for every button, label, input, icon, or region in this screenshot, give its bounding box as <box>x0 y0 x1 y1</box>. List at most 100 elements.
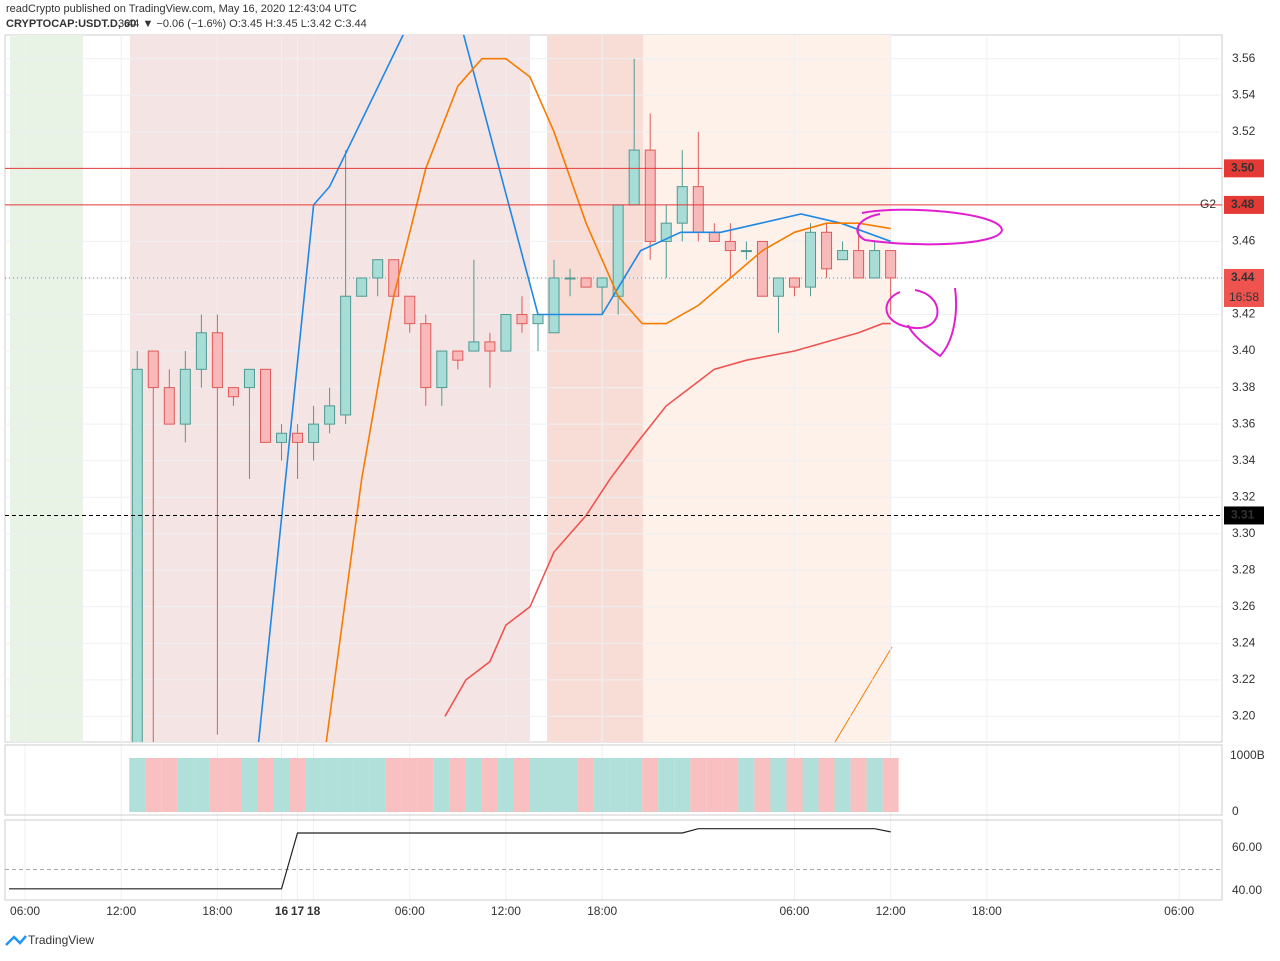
candle-body <box>388 259 400 297</box>
volume-strip <box>257 758 274 812</box>
y-tick-label: 3.28 <box>1232 562 1256 576</box>
volume-axis-label: 0 <box>1232 804 1239 818</box>
volume-strip <box>658 758 675 812</box>
candle-body <box>805 231 817 288</box>
candle-body <box>195 332 207 370</box>
x-tick-label: 17 <box>291 904 305 918</box>
price-tag-label: 3.50 <box>1231 161 1255 175</box>
volume-strip <box>850 758 867 812</box>
countdown: 16:58 <box>1229 290 1259 304</box>
volume-strip <box>417 758 434 812</box>
volume-strip <box>401 758 418 812</box>
volume-strip <box>449 758 466 812</box>
x-tick-label: 12:00 <box>491 904 521 918</box>
x-tick-label: 18:00 <box>202 904 232 918</box>
candle-body <box>147 350 159 389</box>
volume-strip <box>321 758 338 812</box>
y-tick-label: 3.52 <box>1232 124 1256 138</box>
volume-strip <box>578 758 595 812</box>
price-line-name: G2 <box>1200 197 1216 211</box>
indicator-pane <box>4 819 1223 901</box>
y-tick-label: 3.46 <box>1232 234 1256 248</box>
volume-strip <box>786 758 803 812</box>
y-tick-label: 3.20 <box>1232 709 1256 723</box>
volume-strip <box>513 758 530 812</box>
volume-strip <box>674 758 691 812</box>
volume-strip <box>353 758 370 812</box>
volume-strip <box>337 758 354 812</box>
candle-body <box>692 186 704 233</box>
candle-body <box>532 314 544 325</box>
volume-strip <box>610 758 627 812</box>
y-tick-label: 3.54 <box>1232 87 1256 101</box>
candle-body <box>516 314 528 325</box>
indicator-tick-label: 60.00 <box>1232 840 1262 854</box>
volume-strip <box>465 758 482 812</box>
symbol: CRYPTOCAP:USDT.D, 60 <box>6 18 136 30</box>
publisher: readCrypto published on TradingView.com,… <box>6 3 357 15</box>
volume-strip <box>562 758 579 812</box>
x-tick-label: 06:00 <box>395 904 425 918</box>
candle-body <box>211 332 223 389</box>
volume-strip <box>882 758 899 812</box>
volume-strip <box>369 758 386 812</box>
indicator-line <box>257 35 891 742</box>
candle-body <box>580 277 592 288</box>
y-tick-label: 3.36 <box>1232 416 1256 430</box>
volume-strip <box>866 758 883 812</box>
volume-strip <box>161 758 178 812</box>
price-tag-label: 3.31 <box>1231 508 1255 522</box>
y-tick-label: 3.26 <box>1232 599 1256 613</box>
price-tag-label: 3.48 <box>1231 197 1255 211</box>
trend-stub <box>834 646 893 743</box>
volume-strip <box>497 758 514 812</box>
y-tick-label: 3.56 <box>1232 51 1256 65</box>
y-tick-label: 3.32 <box>1232 489 1256 503</box>
x-tick-label: 12:00 <box>106 904 136 918</box>
y-tick-label: 3.30 <box>1232 526 1256 540</box>
volume-strip <box>145 758 162 812</box>
candle-body <box>500 314 512 352</box>
volume-strip <box>241 758 258 812</box>
price-tag-label: 3.44 <box>1231 270 1255 284</box>
candle-body <box>869 250 881 279</box>
candle-body <box>452 350 464 361</box>
indicator-line <box>325 57 891 742</box>
volume-strip <box>193 758 210 812</box>
candle-body <box>436 350 448 389</box>
candle-body <box>837 250 849 261</box>
volume-strip <box>834 758 851 812</box>
x-tick-label: 06:00 <box>10 904 40 918</box>
volume-strip <box>738 758 755 812</box>
candle-body <box>548 277 560 334</box>
candle-body <box>340 295 352 416</box>
y-tick-label: 3.24 <box>1232 636 1256 650</box>
candle-body <box>644 149 656 242</box>
candle-body <box>179 368 191 425</box>
volume-strip <box>209 758 226 812</box>
volume-strip <box>818 758 835 812</box>
candle-body <box>163 387 175 425</box>
candle-body <box>243 368 255 389</box>
candle-body <box>564 277 576 280</box>
volume-strip <box>529 758 546 812</box>
candle-body <box>821 231 833 270</box>
candle-body <box>372 259 384 279</box>
volume-strip <box>626 758 643 812</box>
candle-body <box>853 250 865 279</box>
candle-body <box>276 432 288 443</box>
candle-body <box>740 250 752 253</box>
candle-body <box>404 295 416 325</box>
volume-strip <box>722 758 739 812</box>
price-tag <box>1224 159 1264 178</box>
volume-strip <box>305 758 322 812</box>
candle-body <box>259 368 271 443</box>
volume-pane <box>4 744 1223 816</box>
indicator-tick-label: 40.00 <box>1232 883 1262 897</box>
candle-body <box>788 277 800 288</box>
candle-body <box>628 149 640 206</box>
volume-strip <box>802 758 819 812</box>
candle-body <box>484 341 496 352</box>
volume-strip <box>481 758 498 812</box>
y-tick-label: 3.40 <box>1232 343 1256 357</box>
